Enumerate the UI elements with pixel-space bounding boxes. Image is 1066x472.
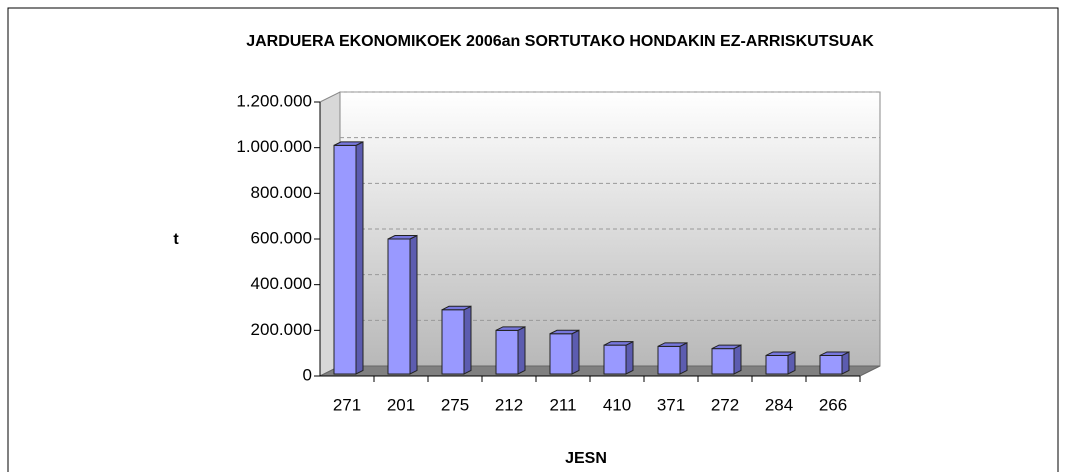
frame <box>7 7 1059 472</box>
x-tick-label: 371 <box>657 395 685 414</box>
x-tick-label: 271 <box>333 395 361 414</box>
bar-front <box>549 333 573 375</box>
x-tick-label: 212 <box>495 395 523 414</box>
bar-top <box>333 141 364 146</box>
bar-top <box>603 341 634 346</box>
bar-top <box>711 344 742 350</box>
bar <box>657 342 688 375</box>
bar-front <box>765 354 789 375</box>
bar <box>495 326 526 375</box>
chart-title: JARDUERA EKONOMIKOEK 2006an SORTUTAKO HO… <box>246 33 874 50</box>
bar-front <box>657 345 681 375</box>
bar <box>387 234 418 375</box>
bar-side <box>463 305 472 375</box>
y-tick-label: 800.000 <box>251 183 312 202</box>
bar-side <box>517 326 526 375</box>
x-tick-label: 272 <box>711 395 739 414</box>
bar <box>441 305 472 375</box>
y-tick-label: 200.000 <box>251 320 312 339</box>
bar <box>333 141 364 375</box>
bar-top <box>765 351 796 356</box>
x-tick-label: 275 <box>441 395 469 414</box>
x-tick-label: 201 <box>387 395 415 414</box>
bar-front <box>711 348 735 375</box>
bar-side <box>733 344 742 375</box>
bar-top <box>657 342 688 347</box>
bar-side <box>625 340 634 375</box>
bar-front <box>333 144 357 375</box>
bar-side <box>571 329 580 375</box>
y-tick-label: 1.000.000 <box>236 137 312 156</box>
bar-side <box>355 141 364 375</box>
y-tick-label: 1.200.000 <box>236 91 312 110</box>
bar-side <box>409 234 418 375</box>
x-tick-label: 284 <box>765 395 793 414</box>
bar <box>549 329 580 375</box>
y-tick-label: 600.000 <box>251 228 312 247</box>
bar-front <box>603 344 627 375</box>
bar-top <box>549 329 580 335</box>
bar <box>603 340 634 375</box>
x-tick-label: 266 <box>819 395 847 414</box>
bar-front <box>441 309 465 375</box>
bar-front <box>387 238 411 375</box>
y-tick-label: 400.000 <box>251 274 312 293</box>
bar-side <box>679 342 688 375</box>
x-axis-label: JESN <box>565 450 607 467</box>
bar-front <box>495 329 519 375</box>
y-tick-label: 0 <box>303 365 312 384</box>
x-tick-label: 410 <box>603 395 631 414</box>
bar <box>765 351 796 375</box>
y-axis-label: t <box>173 231 179 248</box>
bar-top <box>387 235 418 240</box>
bar <box>711 344 742 375</box>
bar-top <box>819 351 850 356</box>
x-tick-label: 211 <box>549 395 576 414</box>
bar-front <box>819 354 843 375</box>
bar-top <box>441 305 472 311</box>
bar-top <box>495 326 526 331</box>
bar <box>819 351 850 375</box>
